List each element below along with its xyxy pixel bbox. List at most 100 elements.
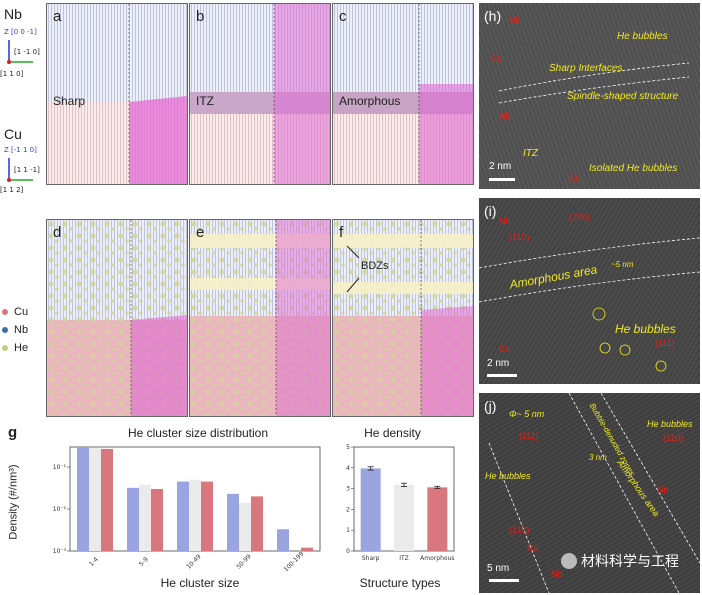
tem-h-spindle-label: Spindle-shaped structure xyxy=(567,91,679,102)
tem-h-texture xyxy=(479,3,700,189)
cluster-bar xyxy=(251,496,263,551)
cluster-bar xyxy=(77,447,89,551)
structure-xlabel: Structure types xyxy=(359,576,441,590)
panel-a-atoms xyxy=(47,4,187,184)
cluster-bar xyxy=(239,502,251,551)
cluster-bar xyxy=(189,479,201,551)
panel-b-atoms xyxy=(190,4,330,184)
nb-x-axis-label: [1 1 0] xyxy=(0,70,24,78)
bdz-label: BDZs xyxy=(361,260,389,272)
cu-axis-triad-icon xyxy=(7,158,33,182)
legend-cu: Cu xyxy=(2,306,28,318)
tem-h-isolated-label: Isolated He bubbles xyxy=(589,163,678,174)
tem-j-110-left-label: (110) xyxy=(509,525,530,535)
density-ytick-label: 4 xyxy=(346,465,350,472)
density-bar xyxy=(427,487,448,551)
panel-letter-a: a xyxy=(53,8,62,25)
tem-i-scalebar xyxy=(487,374,517,377)
panel-letter-g: g xyxy=(8,424,18,441)
cluster-xlabel: He cluster size xyxy=(160,576,240,590)
panel-letter-d: d xyxy=(53,224,62,241)
tem-j-he-bubbles-left-label: He bubbles xyxy=(485,471,531,481)
tem-j-111-label: (111) xyxy=(519,431,539,441)
panel-f-amorphous-he: f BDZs xyxy=(332,219,474,417)
density-ylabel: Density (#/nm³) xyxy=(7,464,20,540)
cluster-bar xyxy=(89,448,101,551)
cluster-size-chart: 10⁻³ 10⁻² 10⁻¹ 1-4 5-9 10-49 50-99 100-199 xyxy=(53,446,321,573)
wechat-icon xyxy=(561,553,577,569)
cluster-xtick-label: 10-49 xyxy=(185,553,202,570)
density-ytick-label: 5 xyxy=(346,444,350,451)
legend-he: He xyxy=(2,342,28,354)
panel-d-atoms xyxy=(47,220,187,416)
panel-letter-e: e xyxy=(196,224,205,241)
tem-h-cu-label: Cu xyxy=(491,53,503,63)
panel-c-atoms xyxy=(333,4,473,184)
nb-dot-icon xyxy=(2,327,8,333)
density-ytick-label: 1 xyxy=(346,527,350,534)
tem-h-scalebar xyxy=(489,178,515,181)
tem-i-cu-label: Cu xyxy=(499,344,511,354)
density-ytick-label: 3 xyxy=(346,486,350,493)
nb-axis-triad-icon xyxy=(7,40,33,64)
tem-h-itz-label: ITZ xyxy=(523,148,538,159)
cluster-bar xyxy=(177,481,189,551)
density-xtick-label: ITZ xyxy=(399,555,409,562)
density-chart-title: He density xyxy=(364,426,421,440)
tem-j-scale-label: 5 nm xyxy=(487,563,510,574)
panel-c-amorphous-interface: c Amorphous xyxy=(332,3,474,185)
panel-letter-j: (j) xyxy=(484,398,497,414)
nb-label: Nb xyxy=(4,6,22,22)
cu-y-axis-label: [1 1 -1] xyxy=(14,166,40,174)
cluster-bar xyxy=(127,487,139,551)
tem-j-phi-label: Φ~ 5 nm xyxy=(509,409,545,419)
cluster-xtick-label: 100-199 xyxy=(283,550,306,573)
tem-h-scale-label: 2 nm xyxy=(489,161,512,172)
panel-e-itz-he: e xyxy=(189,219,331,417)
tem-j-texture xyxy=(479,393,700,593)
cu-x-axis-label: [1 1 2] xyxy=(0,186,24,194)
tem-panel-i: (i) Amorphous area He bubbles ~5 nm Nb (… xyxy=(479,198,700,384)
tem-h-he-bubbles-label: He bubbles xyxy=(617,31,668,42)
cluster-bar xyxy=(101,448,113,551)
panel-letter-h: (h) xyxy=(484,8,502,24)
panel-e-atoms xyxy=(190,220,330,416)
panel-letter-f: f xyxy=(339,224,344,241)
density-bar xyxy=(360,468,381,551)
tem-panel-j: (j) Φ~ 5 nm Bubble-denuded zones He bubb… xyxy=(479,393,700,593)
cluster-bar xyxy=(301,547,313,551)
tem-i-111-label: (111) xyxy=(655,338,675,348)
tem-j-nb-label: Nb xyxy=(657,485,669,495)
legend-nb: Nb xyxy=(2,324,28,336)
tem-i-width-label: ~5 nm xyxy=(611,260,634,269)
panel-d-sharp-he: d xyxy=(46,219,188,417)
cluster-bar xyxy=(277,529,289,551)
cluster-bar xyxy=(227,493,239,551)
bdz-arrow-down xyxy=(346,277,360,293)
density-xtick-label: Sharp xyxy=(362,555,380,562)
tem-j-nb-label-2: Nb xyxy=(551,569,563,579)
density-bar xyxy=(394,484,414,551)
tem-h-nb-label: Nb xyxy=(509,15,521,25)
tem-j-3nm-label: 3 nm xyxy=(589,453,607,462)
interface-label-sharp: Sharp xyxy=(53,94,86,108)
density-xtick-label: Amorphous xyxy=(420,555,454,562)
he-density-chart: 0 1 2 3 4 5 Sharp ITZ Amorphous xyxy=(346,444,454,562)
tem-h-nb-label-2: Nb xyxy=(499,111,511,121)
cluster-bar xyxy=(201,481,213,551)
cluster-bar xyxy=(151,488,163,551)
cluster-ytick-label: 10⁻³ xyxy=(53,548,67,555)
tem-i-texture xyxy=(479,198,700,384)
interface-label-itz: ITZ xyxy=(196,94,214,108)
tem-h-cu-label-2: Cu xyxy=(569,173,581,183)
cu-dot-icon xyxy=(2,309,8,315)
cluster-bar xyxy=(139,484,151,551)
cu-label: Cu xyxy=(4,126,22,142)
panel-letter-b: b xyxy=(196,8,205,25)
panel-f-atoms xyxy=(333,220,473,416)
watermark: 材料科学与工程 xyxy=(561,551,679,571)
nb-y-axis-label: [1 -1 0] xyxy=(14,48,40,56)
tem-i-scale-label: 2 nm xyxy=(487,358,510,369)
panel-letter-c: c xyxy=(339,8,347,25)
density-ytick-label: 0 xyxy=(346,548,350,555)
